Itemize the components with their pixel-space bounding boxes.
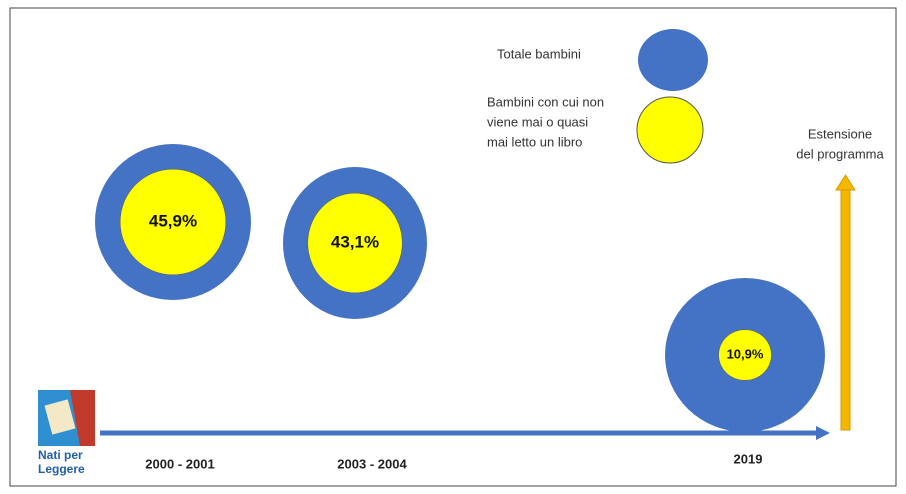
annotation: del programma [796, 146, 884, 161]
value-label: 10,9% [727, 346, 764, 361]
logo-text: Leggere [38, 462, 85, 476]
value-label: 43,1% [331, 232, 379, 251]
logo-image [70, 390, 95, 446]
legend-label: viene mai o quasi [487, 114, 588, 129]
legend-label: Totale bambini [497, 46, 581, 61]
value-label: 45,9% [149, 211, 197, 230]
inner-circle [119, 168, 227, 276]
inner-circle [307, 192, 403, 294]
timeline-arrowhead [816, 426, 830, 440]
period-label: 2019 [734, 451, 763, 466]
logo-text: Nati per [38, 448, 83, 462]
annotation: Estensione [808, 126, 872, 141]
inner-circle [718, 329, 772, 381]
extension-arrowhead [835, 174, 856, 191]
legend-label: mai letto un libro [487, 134, 582, 149]
period-label: 2000 - 2001 [145, 456, 214, 471]
logo-image [44, 399, 76, 435]
legend-blue-circle [638, 29, 708, 91]
extension-arrow [840, 187, 851, 431]
logo [38, 390, 95, 446]
legend-label: Bambini con cui non [487, 94, 604, 109]
period-label: 2003 - 2004 [337, 456, 407, 471]
legend-yellow-circle [636, 96, 704, 164]
